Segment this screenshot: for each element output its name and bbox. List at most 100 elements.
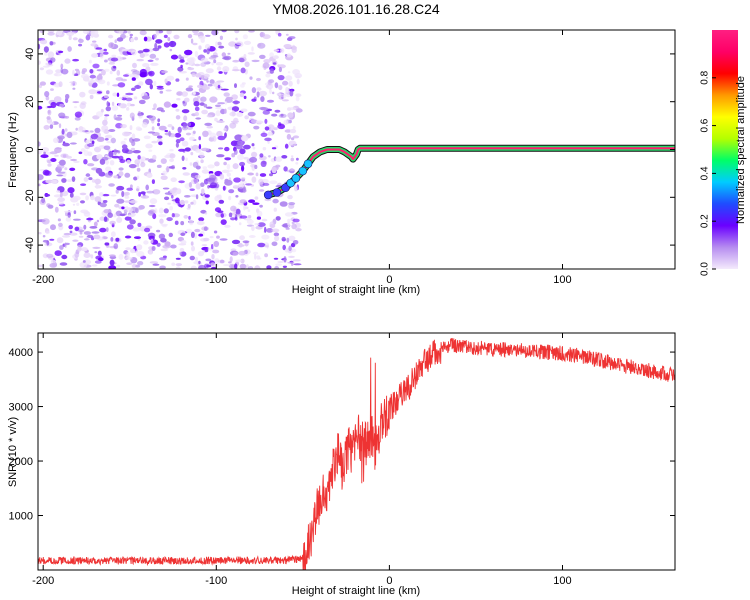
noise-blob xyxy=(143,240,149,245)
noise-blob xyxy=(220,88,229,91)
noise-blob xyxy=(287,71,291,74)
noise-blob xyxy=(122,131,130,137)
noise-blob xyxy=(109,259,115,266)
noise-blob xyxy=(93,234,101,240)
noise-blob xyxy=(184,147,191,152)
noise-blob xyxy=(190,38,194,44)
noise-blob xyxy=(187,34,193,39)
noise-blob xyxy=(113,65,117,69)
noise-blob xyxy=(283,166,288,172)
noise-blob xyxy=(156,242,161,247)
noise-blob xyxy=(289,107,296,111)
noise-blob xyxy=(217,135,226,141)
x-tick-label: -200 xyxy=(32,575,54,587)
noise-blob xyxy=(241,177,246,180)
y-tick-label: -20 xyxy=(24,189,36,205)
noise-blob xyxy=(47,51,55,58)
noise-blob xyxy=(215,104,221,108)
noise-blob xyxy=(275,156,283,162)
noise-blob xyxy=(204,212,208,215)
snr-x-label: Height of straight line (km) xyxy=(292,585,420,597)
noise-blob xyxy=(251,46,254,52)
noise-blob xyxy=(227,52,231,55)
noise-blob xyxy=(87,163,95,167)
noise-blob xyxy=(175,115,181,120)
noise-blob xyxy=(129,219,136,225)
colorbar-tick-label: 0.8 xyxy=(700,70,711,84)
noise-blob xyxy=(215,212,223,218)
noise-blob xyxy=(243,40,252,46)
noise-blob xyxy=(50,88,54,91)
noise-blob xyxy=(216,235,220,239)
noise-blob xyxy=(242,186,247,193)
noise-blob xyxy=(157,118,161,123)
noise-blob xyxy=(136,58,144,62)
y-tick-label: 1000 xyxy=(9,511,33,523)
noise-blob xyxy=(237,154,244,161)
noise-blob xyxy=(255,172,259,177)
noise-blob xyxy=(116,92,120,98)
noise-blob xyxy=(169,48,173,52)
noise-blob xyxy=(45,69,54,75)
noise-blob xyxy=(180,240,187,245)
noise-blob xyxy=(50,259,56,264)
noise-blob xyxy=(108,254,116,257)
noise-blob xyxy=(190,265,197,269)
colorbar: 0.0 0.2 0.4 0.6 0.8 Normalized spectral ampl… xyxy=(700,30,747,276)
noise-blob xyxy=(151,140,158,144)
noise-blob xyxy=(129,200,138,204)
noise-blob xyxy=(233,184,239,187)
noise-blob xyxy=(57,197,65,202)
noise-blob xyxy=(130,184,133,189)
noise-blob xyxy=(183,215,189,219)
noise-blob xyxy=(242,240,250,244)
noise-blob xyxy=(204,194,210,198)
noise-blob xyxy=(139,53,145,58)
noise-blob xyxy=(201,188,205,195)
noise-blob xyxy=(101,128,105,132)
noise-blob xyxy=(104,134,113,139)
noise-blob xyxy=(284,143,289,149)
noise-blob xyxy=(240,67,246,74)
noise-blob xyxy=(211,62,214,66)
noise-blob xyxy=(103,216,108,222)
snr-line xyxy=(38,337,675,570)
noise-blob xyxy=(96,111,103,118)
noise-blob xyxy=(47,159,51,164)
noise-blob xyxy=(194,232,198,239)
noise-blob xyxy=(62,142,70,147)
noise-blob xyxy=(283,119,289,125)
noise-blob xyxy=(232,251,239,256)
noise-blob xyxy=(226,172,231,177)
noise-blob xyxy=(215,41,218,48)
noise-blob xyxy=(274,82,279,89)
noise-blob xyxy=(38,141,41,147)
noise-blob xyxy=(96,154,103,160)
noise-blob xyxy=(64,242,70,246)
noise-blob xyxy=(207,83,213,87)
noise-blob xyxy=(87,143,95,147)
noise-blob xyxy=(175,139,181,144)
noise-blob xyxy=(54,206,59,213)
noise-blob xyxy=(151,126,155,131)
noise-blob xyxy=(209,182,218,189)
noise-blob xyxy=(155,39,163,44)
noise-blob xyxy=(232,214,236,217)
noise-blob xyxy=(131,87,136,92)
noise-blob xyxy=(219,35,223,40)
noise-blob xyxy=(158,214,167,218)
noise-blob xyxy=(179,247,185,252)
noise-blob xyxy=(50,101,57,109)
noise-blob xyxy=(67,187,75,194)
noise-blob xyxy=(261,234,270,240)
noise-blob xyxy=(194,112,200,117)
noise-blob xyxy=(202,166,208,170)
noise-blob xyxy=(149,251,153,255)
noise-blob xyxy=(111,101,115,106)
noise-blob xyxy=(119,213,126,217)
noise-blob xyxy=(185,132,192,136)
noise-blob xyxy=(104,114,110,117)
noise-blob xyxy=(117,82,126,88)
noise-blob xyxy=(223,92,230,97)
